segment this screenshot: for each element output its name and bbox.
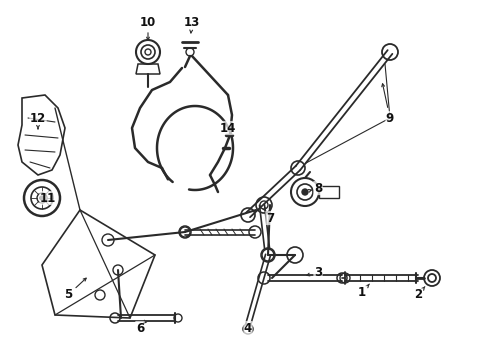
Text: 2: 2 [414, 288, 422, 302]
Text: 6: 6 [136, 321, 144, 334]
Text: 5: 5 [64, 288, 72, 302]
Circle shape [40, 196, 44, 200]
Text: 1: 1 [358, 285, 366, 298]
Text: 8: 8 [314, 181, 322, 194]
Circle shape [302, 189, 308, 195]
Text: 12: 12 [30, 112, 46, 125]
Text: 11: 11 [40, 192, 56, 204]
Text: 13: 13 [184, 15, 200, 28]
Text: 14: 14 [220, 122, 236, 135]
Text: 9: 9 [386, 112, 394, 125]
Text: 10: 10 [140, 15, 156, 28]
Text: 7: 7 [266, 212, 274, 225]
Text: 4: 4 [244, 321, 252, 334]
Text: 3: 3 [314, 266, 322, 279]
